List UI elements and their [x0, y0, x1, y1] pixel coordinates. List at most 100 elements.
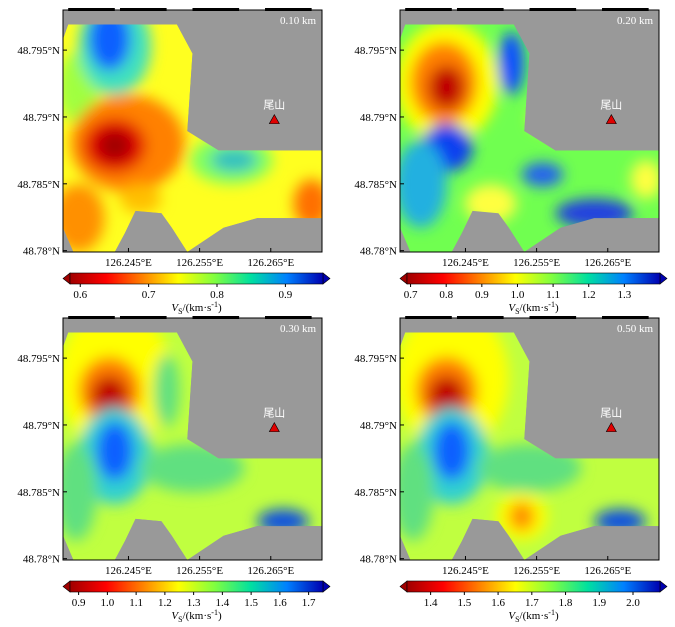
map-panel: 0.50 km 尾山 126.245°E 126.255°E 126.265°E 48.7…: [354, 316, 668, 624]
frame-bar: [405, 8, 452, 11]
colorbar-tick-label: 1.3: [617, 289, 631, 301]
label-unit: /(km·s: [520, 610, 549, 622]
station-marker: [268, 114, 280, 124]
frame-bar: [456, 8, 504, 11]
depth-label: 0.50 km: [617, 323, 654, 335]
anomaly: [498, 31, 525, 95]
velocity-anomalies: [63, 332, 310, 541]
colorbar-tick-label: 0.7: [404, 289, 418, 301]
y-tick-label: 48.79°N: [23, 112, 60, 124]
colorbar: [406, 272, 661, 285]
velocity-field: [400, 24, 659, 252]
frame-bar: [265, 316, 312, 319]
label-close: ): [218, 302, 222, 314]
colorbar-tick-label: 0.9: [279, 289, 293, 301]
y-tick-label: 48.78°N: [360, 246, 397, 258]
x-tick-label: 126.245°E: [442, 257, 489, 269]
anomaly: [210, 147, 258, 173]
y-tick-label: 48.78°N: [23, 554, 60, 566]
x-tick-label: 126.265°E: [247, 565, 294, 577]
anomaly: [630, 160, 659, 199]
anomaly: [508, 501, 535, 531]
y-tick-label: 48.795°N: [17, 353, 60, 365]
colorbar-tick-label: 1.9: [592, 597, 606, 609]
label-superscript: -1: [548, 300, 555, 309]
colorbar-tick-label: 1.8: [559, 597, 573, 609]
anomaly: [63, 443, 97, 541]
map-panel: 0.20 km 尾山 126.245°E 126.255°E 126.265°E 48.7…: [354, 8, 668, 316]
anomaly: [521, 162, 564, 187]
x-tick-label: 126.245°E: [105, 257, 152, 269]
anomaly: [153, 354, 180, 427]
colorbar: [69, 580, 324, 593]
label-unit: /(km·s: [183, 610, 212, 622]
label-unit: /(km·s: [520, 302, 549, 314]
colorbar: [69, 272, 324, 285]
label-subscript: S: [178, 307, 182, 316]
y-tick-label: 48.785°N: [354, 487, 397, 499]
y-tick-label: 48.795°N: [354, 45, 397, 57]
colorbar-label: VS/(km·s-1): [508, 300, 559, 316]
station-label: 尾山: [263, 407, 285, 420]
velocity-anomalies: [400, 332, 647, 541]
x-tick-label: 126.265°E: [584, 257, 631, 269]
colorbar-tick-label: 1.6: [273, 597, 287, 609]
map-panel: 0.10 km 尾山 126.245°E 126.255°E 126.265°E 48.7…: [17, 8, 331, 316]
colorbar-tick-label: 1.4: [424, 597, 438, 609]
colorbar-tick-label: 1.2: [158, 597, 172, 609]
colorbar-tick-label: 0.9: [72, 597, 86, 609]
label-subscript: S: [515, 615, 519, 622]
y-tick-label: 48.785°N: [354, 179, 397, 191]
x-tick-label: 126.245°E: [105, 565, 152, 577]
y-tick-label: 48.795°N: [354, 353, 397, 365]
x-tick-label: 126.265°E: [584, 565, 631, 577]
frame-bar: [119, 8, 167, 11]
anomaly: [293, 179, 322, 228]
label-subscript: S: [515, 307, 519, 316]
anomaly: [433, 422, 470, 481]
colorbar-tick-label: 1.2: [582, 289, 596, 301]
colorbar-label: VS/(km·s-1): [171, 608, 222, 622]
x-tick-label: 126.255°E: [176, 257, 223, 269]
depth-label: 0.20 km: [617, 15, 654, 27]
y-tick-label: 48.79°N: [360, 420, 397, 432]
colorbar-tick-label: 1.1: [546, 289, 560, 301]
anomaly: [400, 443, 434, 541]
label-close: ): [555, 610, 559, 622]
colorbar-low-end: [62, 580, 71, 593]
station-marker: [605, 422, 617, 432]
y-tick-label: 48.79°N: [360, 112, 397, 124]
label-superscript: -1: [211, 608, 218, 617]
frame-bar: [529, 8, 577, 11]
colorbar-high-end: [659, 272, 668, 285]
station-marker: [605, 114, 617, 124]
anomaly: [96, 422, 133, 481]
x-tick-label: 126.255°E: [176, 565, 223, 577]
colorbar-low-end: [399, 580, 408, 593]
colorbar-tick-label: 2.0: [626, 597, 640, 609]
y-tick-label: 48.785°N: [17, 179, 60, 191]
label-symbol: V: [508, 610, 516, 622]
y-tick-label: 48.78°N: [360, 554, 397, 566]
colorbar-label: VS/(km·s-1): [171, 300, 222, 316]
colorbar-tick-label: 1.5: [244, 597, 258, 609]
anomaly: [428, 65, 465, 110]
depth-label: 0.30 km: [280, 323, 317, 335]
colorbar-tick-label: 1.5: [457, 597, 471, 609]
label-symbol: V: [171, 302, 179, 314]
station-label: 尾山: [600, 99, 622, 112]
label-symbol: V: [171, 610, 179, 622]
colorbar-high-end: [322, 272, 331, 285]
y-tick-label: 48.795°N: [17, 45, 60, 57]
colorbar-tick-label: 1.3: [187, 597, 201, 609]
anomaly: [400, 140, 447, 228]
station-label: 尾山: [263, 99, 285, 112]
label-unit: /(km·s: [183, 302, 212, 314]
x-tick-label: 126.255°E: [513, 565, 560, 577]
frame-bar: [68, 316, 115, 319]
station-marker: [268, 422, 280, 432]
colorbar-label: VS/(km·s-1): [508, 608, 559, 622]
label-symbol: V: [508, 302, 516, 314]
x-tick-label: 126.245°E: [442, 565, 489, 577]
